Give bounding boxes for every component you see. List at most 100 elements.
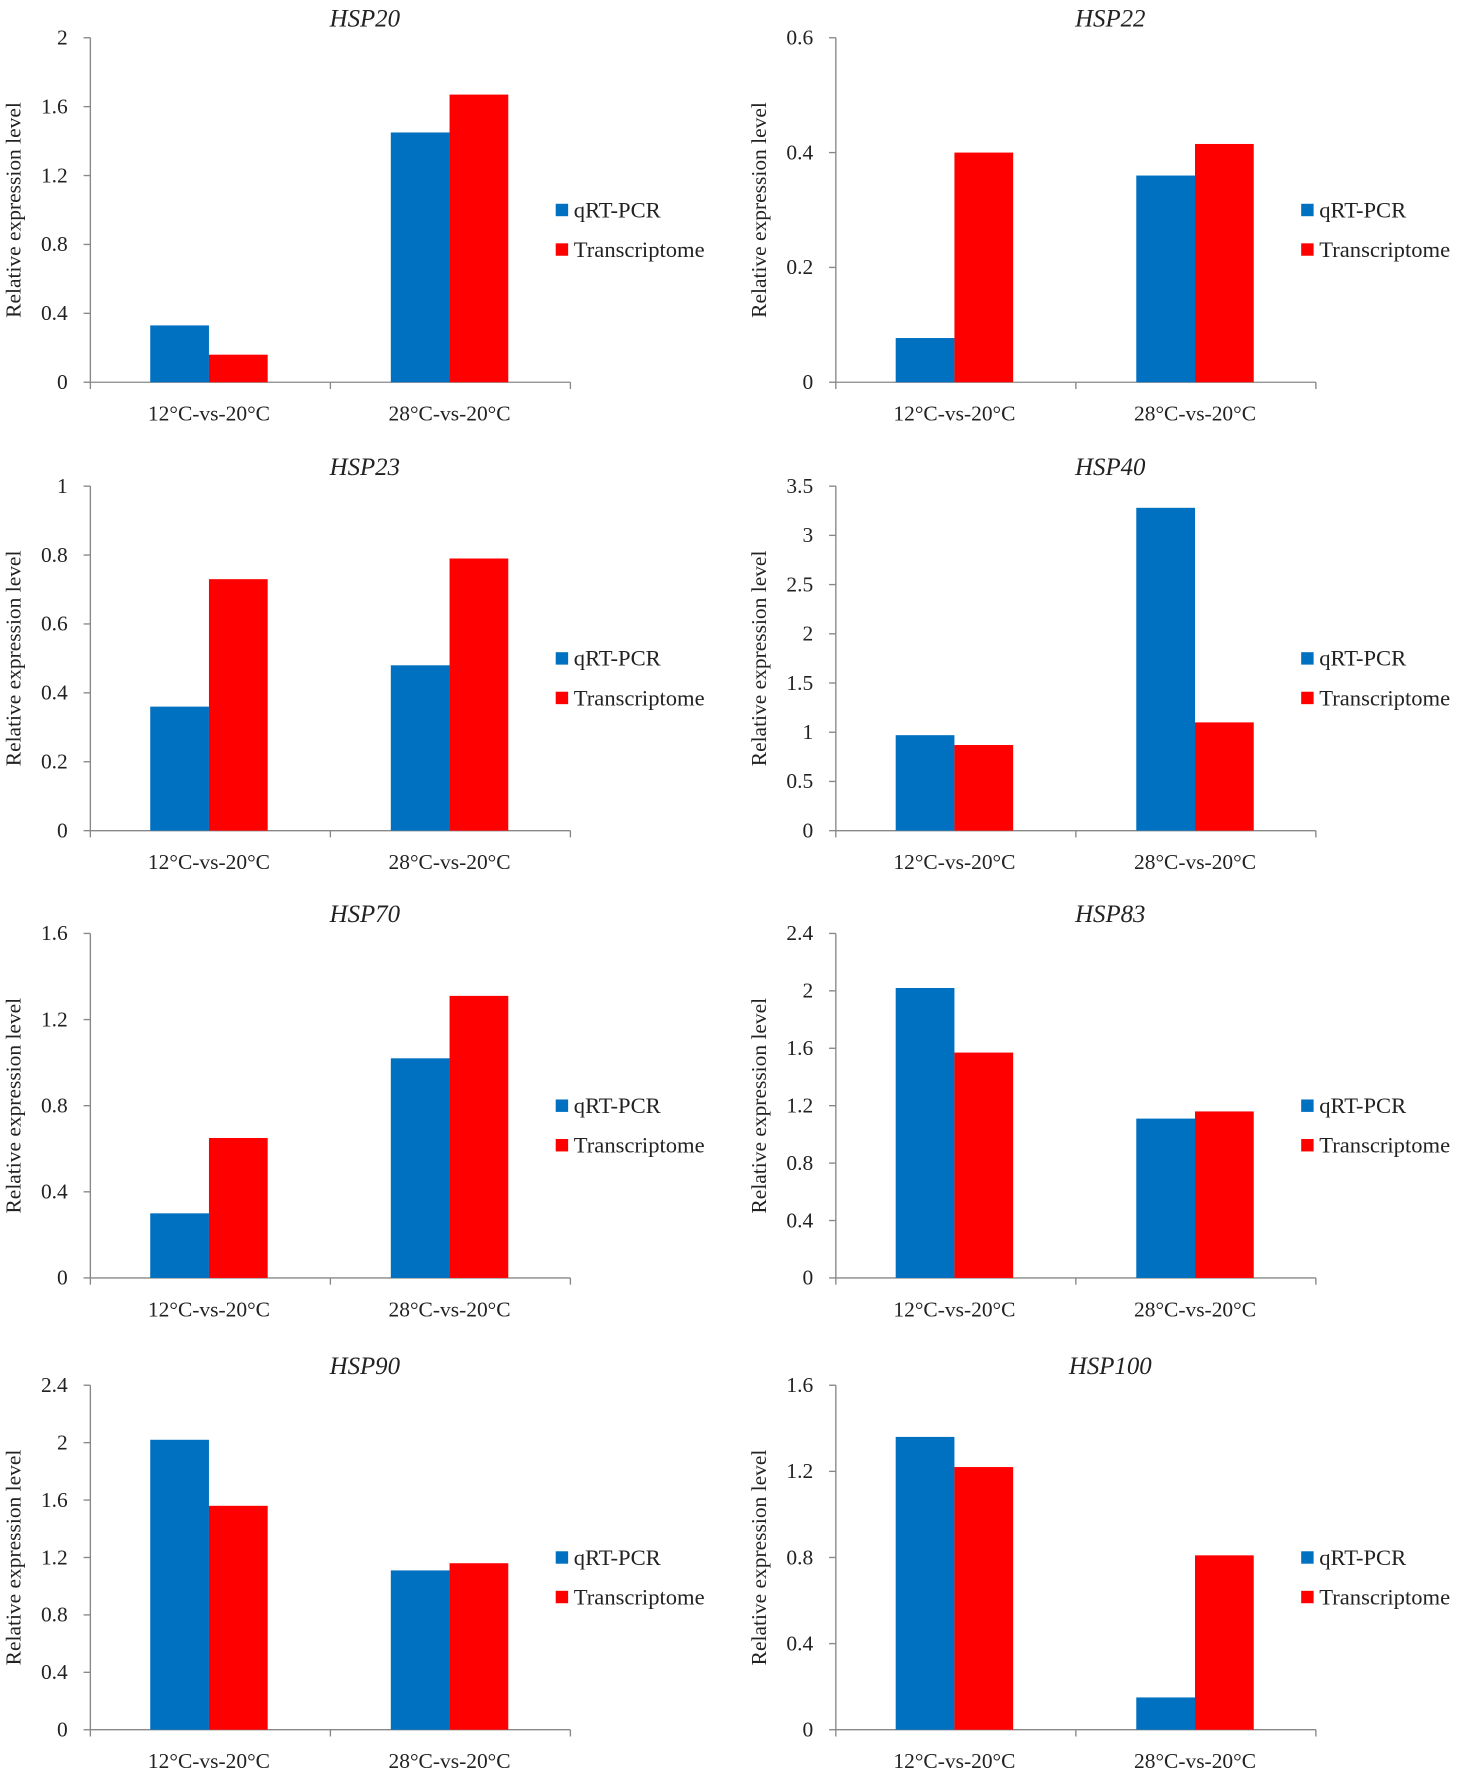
bar-qrt-pcr-2 xyxy=(390,1058,450,1278)
y-tick-label: 0.4 xyxy=(786,1631,813,1655)
chart-panel-hsp100: HSP100 Relative expression level 0 0.4 0.8 1.… xyxy=(747,1353,1450,1772)
bar-transcriptome-2 xyxy=(449,94,509,383)
bar-transcriptome-2 xyxy=(1195,1555,1254,1730)
bar-transcriptome-2 xyxy=(449,1563,509,1730)
legend-label: qRT-PCR xyxy=(574,1545,662,1570)
y-tick-label: 2.4 xyxy=(786,921,813,945)
y-tick-label: 0 xyxy=(57,1718,68,1742)
bar-qrt-pcr-1 xyxy=(150,325,209,383)
chart-title: HSP70 xyxy=(329,901,401,928)
legend-label: qRT-PCR xyxy=(1319,197,1407,222)
legend-label: Transcriptome xyxy=(574,1133,705,1158)
legend-label: Transcriptome xyxy=(1319,1584,1450,1609)
y-tick-label: 1.6 xyxy=(41,94,68,118)
legend-swatch-qrt-pcr xyxy=(555,1099,569,1112)
y-tick-label: 1.2 xyxy=(41,163,68,187)
y-tick-label: 2 xyxy=(57,1430,68,1454)
chart-title: HSP20 xyxy=(329,5,401,32)
x-tick-label: 28°C-vs-20°C xyxy=(389,1297,511,1321)
chart-title: HSP90 xyxy=(329,1353,401,1380)
legend-label: Transcriptome xyxy=(574,685,705,710)
y-tick-label: 0 xyxy=(803,1718,814,1742)
y-tick-label: 0.6 xyxy=(786,26,813,50)
y-tick-label: 0.4 xyxy=(786,1208,813,1232)
chart-panel-hsp83: HSP83 Relative expression level 0 0.4 0.8 1.2… xyxy=(747,901,1450,1321)
chart-title: HSP22 xyxy=(1074,5,1145,32)
y-tick-label: 0.8 xyxy=(786,1545,813,1569)
bar-transcriptome-2 xyxy=(1195,1111,1254,1278)
bar-transcriptome-2 xyxy=(1195,722,1254,831)
x-tick-label: 28°C-vs-20°C xyxy=(1134,1297,1256,1321)
x-tick-label: 12°C-vs-20°C xyxy=(893,402,1015,426)
legend-swatch-qrt-pcr xyxy=(1301,203,1314,217)
y-tick-label: 0.2 xyxy=(786,255,813,279)
bar-transcriptome-1 xyxy=(954,1467,1014,1730)
y-tick-label: 2.5 xyxy=(786,572,813,596)
y-tick-label: 0 xyxy=(803,818,814,842)
bar-transcriptome-2 xyxy=(449,995,509,1278)
y-tick-label: 1 xyxy=(57,474,68,498)
x-tick-label: 12°C-vs-20°C xyxy=(893,1297,1015,1321)
bar-qrt-pcr-1 xyxy=(895,338,955,383)
bar-transcriptome-1 xyxy=(208,1505,268,1730)
y-tick-label: 1.6 xyxy=(786,1036,813,1060)
x-tick-label: 28°C-vs-20°C xyxy=(389,1749,511,1772)
legend-label: Transcriptome xyxy=(574,1584,705,1609)
chart-title: HSP100 xyxy=(1068,1353,1152,1380)
y-tick-label: 0.2 xyxy=(41,750,68,774)
x-tick-label: 12°C-vs-20°C xyxy=(148,1297,270,1321)
y-tick-label: 2 xyxy=(57,26,68,50)
bar-qrt-pcr-1 xyxy=(150,706,209,831)
legend-swatch-qrt-pcr xyxy=(555,652,569,665)
x-tick-label: 12°C-vs-20°C xyxy=(148,402,270,426)
y-tick-label: 0.8 xyxy=(41,543,68,567)
y-tick-label: 1.2 xyxy=(41,1007,68,1031)
legend-swatch-transcriptome xyxy=(555,243,569,256)
y-tick-label: 0 xyxy=(803,370,814,394)
chart-title: HSP83 xyxy=(1074,901,1145,928)
y-tick-label: 2 xyxy=(803,622,814,646)
legend-label: qRT-PCR xyxy=(1319,1093,1407,1118)
x-tick-label: 12°C-vs-20°C xyxy=(148,850,270,874)
legend-swatch-qrt-pcr xyxy=(1301,1099,1314,1112)
bar-qrt-pcr-1 xyxy=(895,987,955,1278)
y-tick-label: 3.5 xyxy=(786,474,813,498)
y-axis-label: Relative expression level xyxy=(1,998,25,1214)
bar-transcriptome-1 xyxy=(208,579,268,831)
bar-transcriptome-1 xyxy=(954,1052,1014,1278)
legend-label: qRT-PCR xyxy=(1319,1545,1407,1570)
y-tick-label: 0 xyxy=(803,1266,814,1290)
chart-panel-hsp22: HSP22 Relative expression level 0 0.2 0.4 0.6… xyxy=(747,5,1450,425)
y-tick-label: 0.8 xyxy=(786,1151,813,1175)
legend-label: Transcriptome xyxy=(574,237,705,262)
y-tick-label: 0.4 xyxy=(786,140,813,164)
legend-label: qRT-PCR xyxy=(1319,646,1407,671)
y-tick-label: 1.6 xyxy=(786,1373,813,1397)
y-axis-label: Relative expression level xyxy=(747,102,771,318)
y-tick-label: 0.4 xyxy=(41,681,68,705)
y-tick-label: 0.4 xyxy=(41,1180,68,1204)
bar-qrt-pcr-2 xyxy=(390,132,450,383)
bar-transcriptome-1 xyxy=(208,354,268,383)
legend-swatch-transcriptome xyxy=(1301,691,1314,705)
legend-swatch-transcriptome xyxy=(1301,1590,1314,1604)
y-tick-label: 1.2 xyxy=(786,1459,813,1483)
x-tick-label: 12°C-vs-20°C xyxy=(148,1749,270,1772)
y-tick-label: 1.6 xyxy=(41,1488,68,1512)
y-axis-label: Relative expression level xyxy=(1,551,25,767)
bar-qrt-pcr-2 xyxy=(1136,1697,1196,1730)
bar-qrt-pcr-1 xyxy=(895,735,955,831)
legend-swatch-qrt-pcr xyxy=(1301,652,1314,665)
chart-panel-hsp23: HSP23 Relative expression level 0 0.2 0.4 0.6… xyxy=(1,454,704,874)
legend-label: qRT-PCR xyxy=(574,197,662,222)
bar-qrt-pcr-1 xyxy=(150,1439,209,1730)
x-tick-label: 12°C-vs-20°C xyxy=(893,1749,1015,1772)
legend-swatch-transcriptome xyxy=(1301,243,1314,256)
x-tick-label: 28°C-vs-20°C xyxy=(389,850,511,874)
legend-label: Transcriptome xyxy=(1319,237,1450,262)
legend-label: Transcriptome xyxy=(1319,685,1450,710)
y-tick-label: 1 xyxy=(803,720,814,744)
bar-transcriptome-1 xyxy=(954,152,1014,383)
y-axis-label: Relative expression level xyxy=(1,1450,25,1666)
